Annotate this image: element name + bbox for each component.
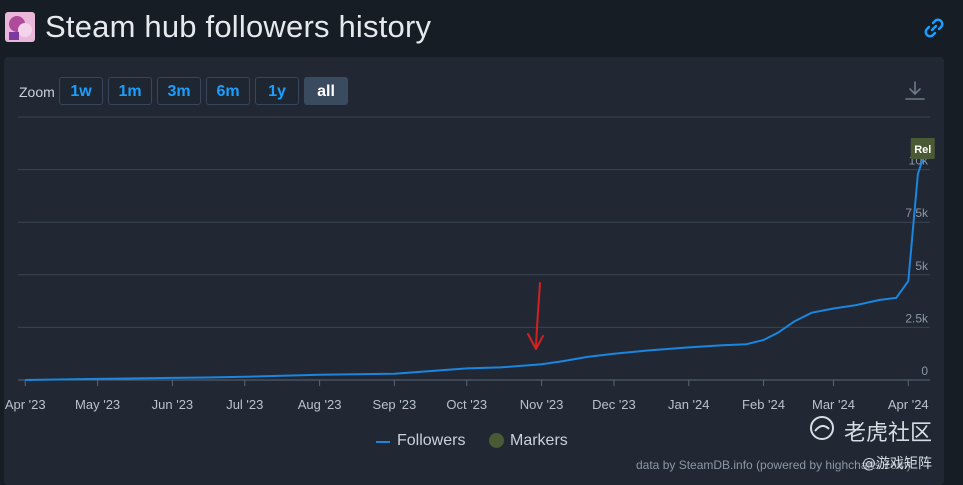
x-tick-label: Jan '24: [668, 397, 710, 412]
zoom-all-button[interactable]: all: [304, 77, 348, 105]
zoom-1w-button[interactable]: 1w: [59, 77, 103, 105]
zoom-1m-button[interactable]: 1m: [108, 77, 152, 105]
x-tick-label: Jul '23: [226, 397, 263, 412]
markers-legend-swatch: [489, 433, 504, 448]
watermark-text: 老虎社区: [844, 421, 933, 446]
y-tick-label: 2.5k: [905, 311, 929, 325]
watermark-handle: @游戏矩阵: [862, 456, 932, 472]
link-icon[interactable]: [922, 16, 946, 40]
x-tick-label: Feb '24: [742, 397, 785, 412]
x-tick-label: Apr '23: [5, 397, 46, 412]
zoom-1y-button[interactable]: 1y: [255, 77, 299, 105]
watermark-logo-icon: [808, 414, 836, 442]
x-tick-label: Mar '24: [812, 397, 855, 412]
x-tick-label: Aug '23: [298, 397, 342, 412]
x-tick-label: Jun '23: [152, 397, 194, 412]
zoom-6m-button[interactable]: 6m: [206, 77, 250, 105]
x-tick-label: May '23: [75, 397, 120, 412]
chart-credit[interactable]: data by SteamDB.info (powered by highcha…: [636, 458, 911, 472]
x-tick-label: Dec '23: [592, 397, 636, 412]
watermark: 老虎社区: [808, 414, 958, 446]
red-arrow-head: [527, 333, 544, 350]
followers-legend-swatch: [376, 441, 390, 443]
x-tick-label: Oct '23: [446, 397, 487, 412]
x-tick-label: Apr '24: [888, 397, 929, 412]
y-tick-label: 5k: [915, 259, 929, 273]
page-title: Steam hub followers history: [45, 9, 432, 44]
page-header: Steam hub followers history: [0, 0, 963, 56]
game-avatar: [5, 12, 35, 42]
y-tick-label: 7.5k: [905, 206, 929, 220]
zoom-label: Zoom: [19, 84, 55, 100]
chart-card: [4, 57, 944, 485]
legend-followers[interactable]: Followers: [397, 432, 466, 449]
release-marker: [910, 138, 935, 159]
x-tick-label: Sep '23: [373, 397, 417, 412]
red-arrow-shaft: [535, 282, 541, 348]
y-tick-label: 0: [921, 364, 928, 378]
x-tick-label: Nov '23: [520, 397, 564, 412]
followers-series-line: [25, 158, 924, 381]
download-icon[interactable]: [904, 80, 926, 102]
release-marker-label: Rel: [914, 144, 931, 156]
legend-markers[interactable]: Markers: [510, 432, 568, 449]
zoom-3m-button[interactable]: 3m: [157, 77, 201, 105]
